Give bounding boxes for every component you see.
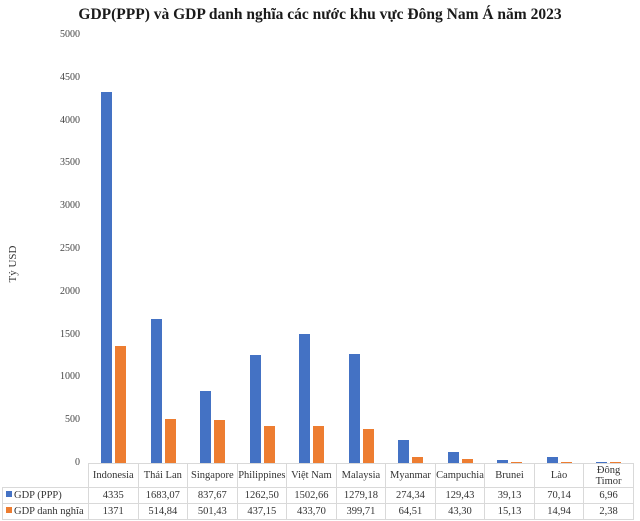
y-tick-label: 2000 — [60, 285, 80, 297]
bar-gdp-nominal — [412, 457, 424, 463]
category-label: Thái Lan — [137, 463, 189, 488]
bar-gdp-ppp — [398, 439, 410, 463]
data-value-cell: 129,43 — [434, 487, 486, 504]
chart-title: GDP(PPP) và GDP danh nghĩa các nước khu … — [78, 6, 562, 23]
legend-label: GDP danh nghĩa — [14, 506, 84, 517]
data-value-cell: 64,51 — [385, 503, 436, 520]
data-value-cell: 433,70 — [286, 503, 337, 520]
category-label: Myanmar — [385, 463, 436, 488]
data-value-cell: 1279,18 — [335, 487, 387, 504]
legend-entry-gdp-ppp: GDP (PPP) — [2, 487, 89, 504]
y-tick-label: 3500 — [60, 157, 80, 169]
bar-gdp-nominal — [164, 418, 176, 463]
category-label: Đông Timor — [583, 463, 634, 488]
bar-gdp-nominal — [610, 462, 622, 463]
data-value-cell: 70,14 — [533, 487, 585, 504]
bar-gdp-nominal — [461, 459, 473, 463]
category-label: Brunei — [484, 463, 535, 488]
table-corner — [2, 463, 89, 488]
legend-entry-gdp-nominal: GDP danh nghĩa — [2, 503, 89, 520]
y-tick-label: 0 — [75, 457, 80, 468]
bar-gdp-ppp — [299, 334, 311, 463]
y-tick-label: 1500 — [60, 328, 80, 340]
data-value-cell: 1502,66 — [286, 487, 337, 504]
series-row-gdp-ppp: GDP (PPP) 4335 1683,07 837,67 1262,50 1502,6… — [2, 487, 634, 504]
y-tick-label: 5000 — [60, 29, 80, 40]
data-value-cell: 501,43 — [187, 503, 238, 520]
legend-swatch-blue-icon — [6, 491, 12, 497]
bar-gdp-ppp — [249, 354, 261, 463]
category-label: Malaysia — [335, 463, 387, 488]
data-value-cell: 39,13 — [484, 487, 535, 504]
bar-gdp-nominal — [511, 461, 523, 463]
data-value-cell: 15,13 — [484, 503, 535, 520]
category-label: Campuchia — [434, 463, 486, 488]
bar-gdp-ppp — [101, 91, 112, 463]
legend-swatch-orange-icon — [6, 507, 12, 513]
y-tick-label: 4500 — [60, 71, 80, 83]
y-axis-label: Tỷ USD — [7, 245, 19, 283]
category-label: Indonesia — [88, 463, 139, 488]
bar-gdp-nominal — [313, 425, 325, 463]
data-value-cell: 437,15 — [236, 503, 288, 520]
legend-label: GDP (PPP) — [14, 490, 62, 501]
data-value-cell: 837,67 — [187, 487, 238, 504]
series-row-gdp-nominal: GDP danh nghĩa 1371 514,84 501,43 437,15 433… — [2, 503, 634, 520]
plot-area — [88, 35, 633, 463]
y-tick-label: 2500 — [60, 243, 80, 254]
category-label: Lào — [533, 463, 585, 488]
category-label: Philippines — [236, 463, 288, 488]
data-value-cell: 1371 — [88, 503, 139, 520]
data-value-cell: 274,34 — [385, 487, 436, 504]
data-value-cell: 1683,07 — [137, 487, 189, 504]
data-value-cell: 399,71 — [335, 503, 387, 520]
bar-gdp-nominal — [362, 428, 374, 463]
category-label: Việt Nam — [286, 463, 337, 488]
bar-gdp-ppp — [447, 451, 459, 463]
data-value-cell: 1262,50 — [236, 487, 288, 504]
bar-gdp-ppp — [150, 318, 162, 463]
y-tick-label: 4000 — [60, 114, 80, 126]
bar-gdp-nominal — [214, 420, 226, 463]
bar-gdp-ppp — [546, 457, 558, 463]
bar-gdp-ppp — [596, 462, 608, 463]
data-value-cell: 14,94 — [533, 503, 585, 520]
bar-gdp-ppp — [348, 353, 360, 463]
y-tick-label: 1000 — [60, 371, 80, 383]
bar-gdp-nominal — [115, 345, 126, 463]
data-value-cell: 6,96 — [583, 487, 634, 504]
data-table: Indonesia Thái Lan Singapore Philippines Việ… — [2, 463, 634, 520]
bar-gdp-nominal — [560, 461, 572, 463]
category-label: Singapore — [187, 463, 238, 488]
data-value-cell: 2,38 — [583, 503, 634, 520]
data-value-cell: 4335 — [88, 487, 139, 504]
category-header-row: Indonesia Thái Lan Singapore Philippines Việ… — [2, 463, 634, 488]
bar-gdp-ppp — [200, 391, 212, 463]
y-tick-label: 3000 — [60, 200, 80, 212]
bar-gdp-ppp — [497, 459, 509, 463]
y-tick-label: 500 — [65, 414, 80, 426]
bar-gdp-nominal — [263, 425, 275, 463]
data-value-cell: 514,84 — [137, 503, 189, 520]
data-value-cell: 43,30 — [434, 503, 486, 520]
